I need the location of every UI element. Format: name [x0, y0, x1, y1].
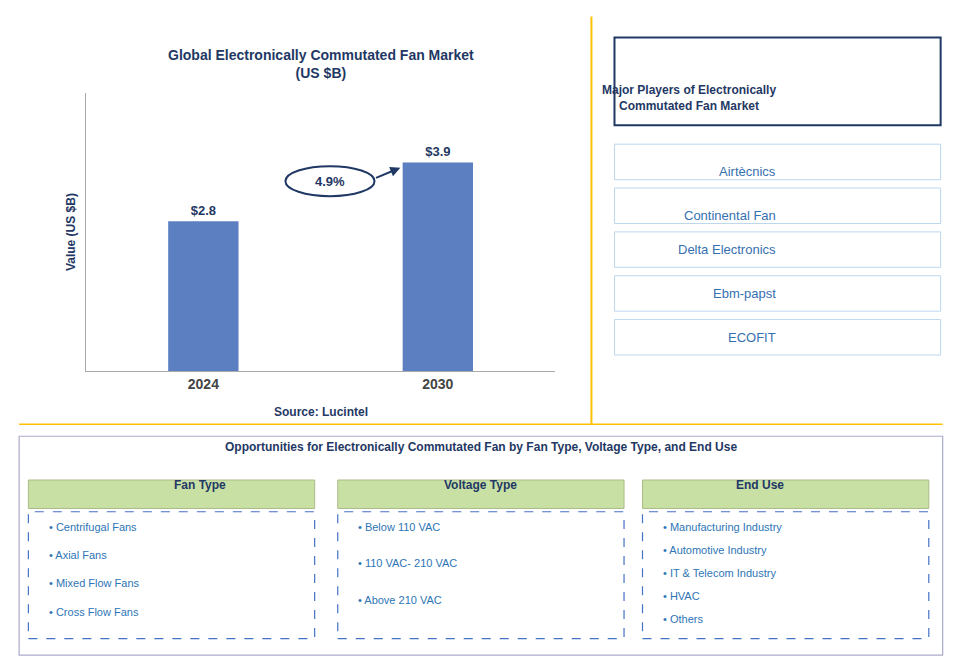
svg-text:Airtècnics: Airtècnics	[719, 164, 776, 179]
svg-text:Source: Lucintel: Source: Lucintel	[274, 405, 368, 419]
svg-text:Major Players of Electronicall: Major Players of ElectronicallyCommutate…	[602, 83, 776, 113]
svg-text:Value (US $B): Value (US $B)	[64, 193, 78, 271]
svg-text:• Below 110 VAC: • Below 110 VAC	[358, 521, 440, 533]
svg-text:Delta Electronics: Delta Electronics	[678, 242, 776, 257]
svg-text:$2.8: $2.8	[191, 203, 216, 218]
svg-text:Ebm-papst: Ebm-papst	[713, 286, 776, 301]
svg-text:2030: 2030	[422, 376, 453, 392]
svg-text:End Use: End Use	[736, 478, 784, 492]
svg-text:Fan Type: Fan Type	[174, 478, 226, 492]
svg-text:Continental Fan: Continental Fan	[684, 208, 776, 223]
svg-text:Global Electronically Commutat: Global Electronically Commutated Fan Mar…	[168, 47, 474, 81]
svg-text:$3.9: $3.9	[425, 144, 450, 159]
svg-text:• IT & Telecom Industry: • IT & Telecom Industry	[663, 567, 776, 579]
svg-text:Voltage Type: Voltage Type	[444, 478, 517, 492]
svg-text:• HVAC: • HVAC	[663, 590, 700, 602]
svg-text:• Centrifugal Fans: • Centrifugal Fans	[49, 521, 137, 533]
svg-text:4.9%: 4.9%	[315, 174, 345, 189]
svg-text:• Manufacturing Industry: • Manufacturing Industry	[663, 521, 782, 533]
svg-text:• Others: • Others	[663, 613, 703, 625]
svg-text:• Automotive Industry: • Automotive Industry	[663, 544, 767, 556]
svg-text:• 110 VAC- 210 VAC: • 110 VAC- 210 VAC	[358, 557, 457, 569]
svg-text:• Mixed Flow Fans: • Mixed Flow Fans	[49, 577, 140, 589]
svg-text:• Axial Fans: • Axial Fans	[49, 549, 107, 561]
svg-text:ECOFIT: ECOFIT	[728, 330, 776, 345]
svg-text:Opportunities for Electronical: Opportunities for Electronically Commuta…	[225, 440, 737, 454]
svg-text:• Above 210 VAC: • Above 210 VAC	[358, 594, 442, 606]
svg-text:2024: 2024	[188, 376, 219, 392]
svg-text:• Cross Flow Fans: • Cross Flow Fans	[49, 606, 139, 618]
